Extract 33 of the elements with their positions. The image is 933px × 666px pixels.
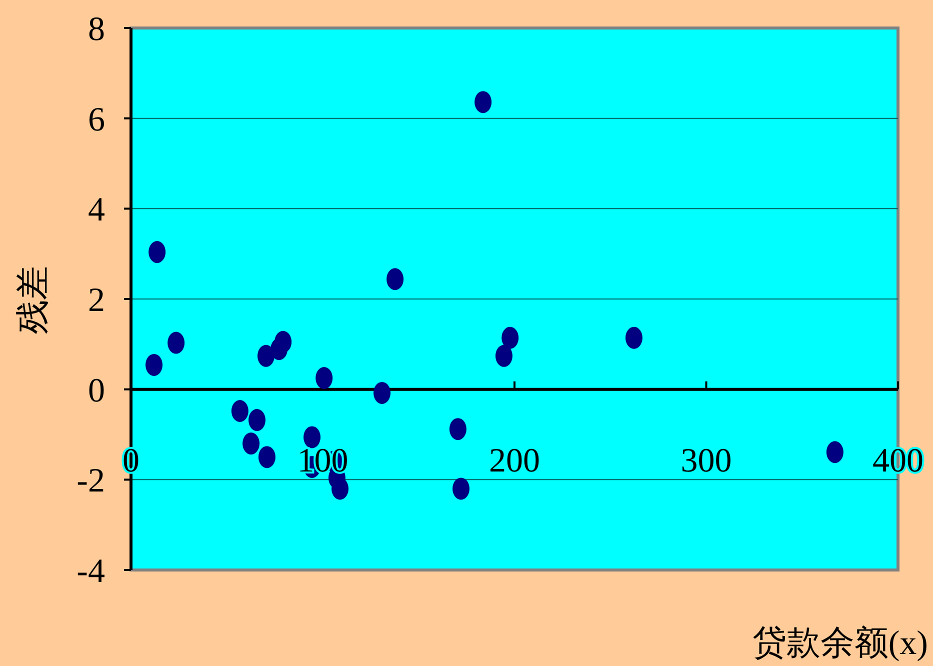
point [274, 330, 292, 353]
point [374, 382, 390, 404]
point [231, 400, 248, 422]
x-tick-label: 300 [680, 442, 732, 480]
point [625, 326, 642, 349]
y-tick-label: 4 [88, 192, 105, 229]
y-tick-label: -2 [76, 462, 105, 500]
point [474, 91, 492, 114]
y-tick-label: 8 [88, 11, 105, 48]
y-axis-title: 残差 [15, 266, 52, 334]
point [452, 478, 470, 500]
y-tick-label: 6 [88, 101, 105, 138]
point [258, 446, 276, 468]
point [148, 241, 166, 264]
x-axis-title: 贷款余额(x) [752, 625, 928, 662]
point [242, 432, 260, 455]
point [257, 344, 274, 367]
x-tick-label: 200 [489, 442, 540, 480]
y-tick-label: -4 [76, 553, 105, 590]
point [168, 332, 185, 354]
point [826, 441, 844, 464]
y-tick-label: 2 [88, 282, 105, 319]
point [248, 409, 266, 432]
point [386, 268, 404, 290]
point [304, 426, 321, 448]
point [316, 367, 333, 390]
point [146, 354, 163, 376]
point [449, 418, 466, 440]
point [502, 326, 519, 349]
y-tick-label: 0 [88, 372, 105, 410]
point [495, 344, 512, 367]
x-tick-label: 0 [122, 442, 140, 480]
x-tick-label: 400 [872, 442, 924, 480]
